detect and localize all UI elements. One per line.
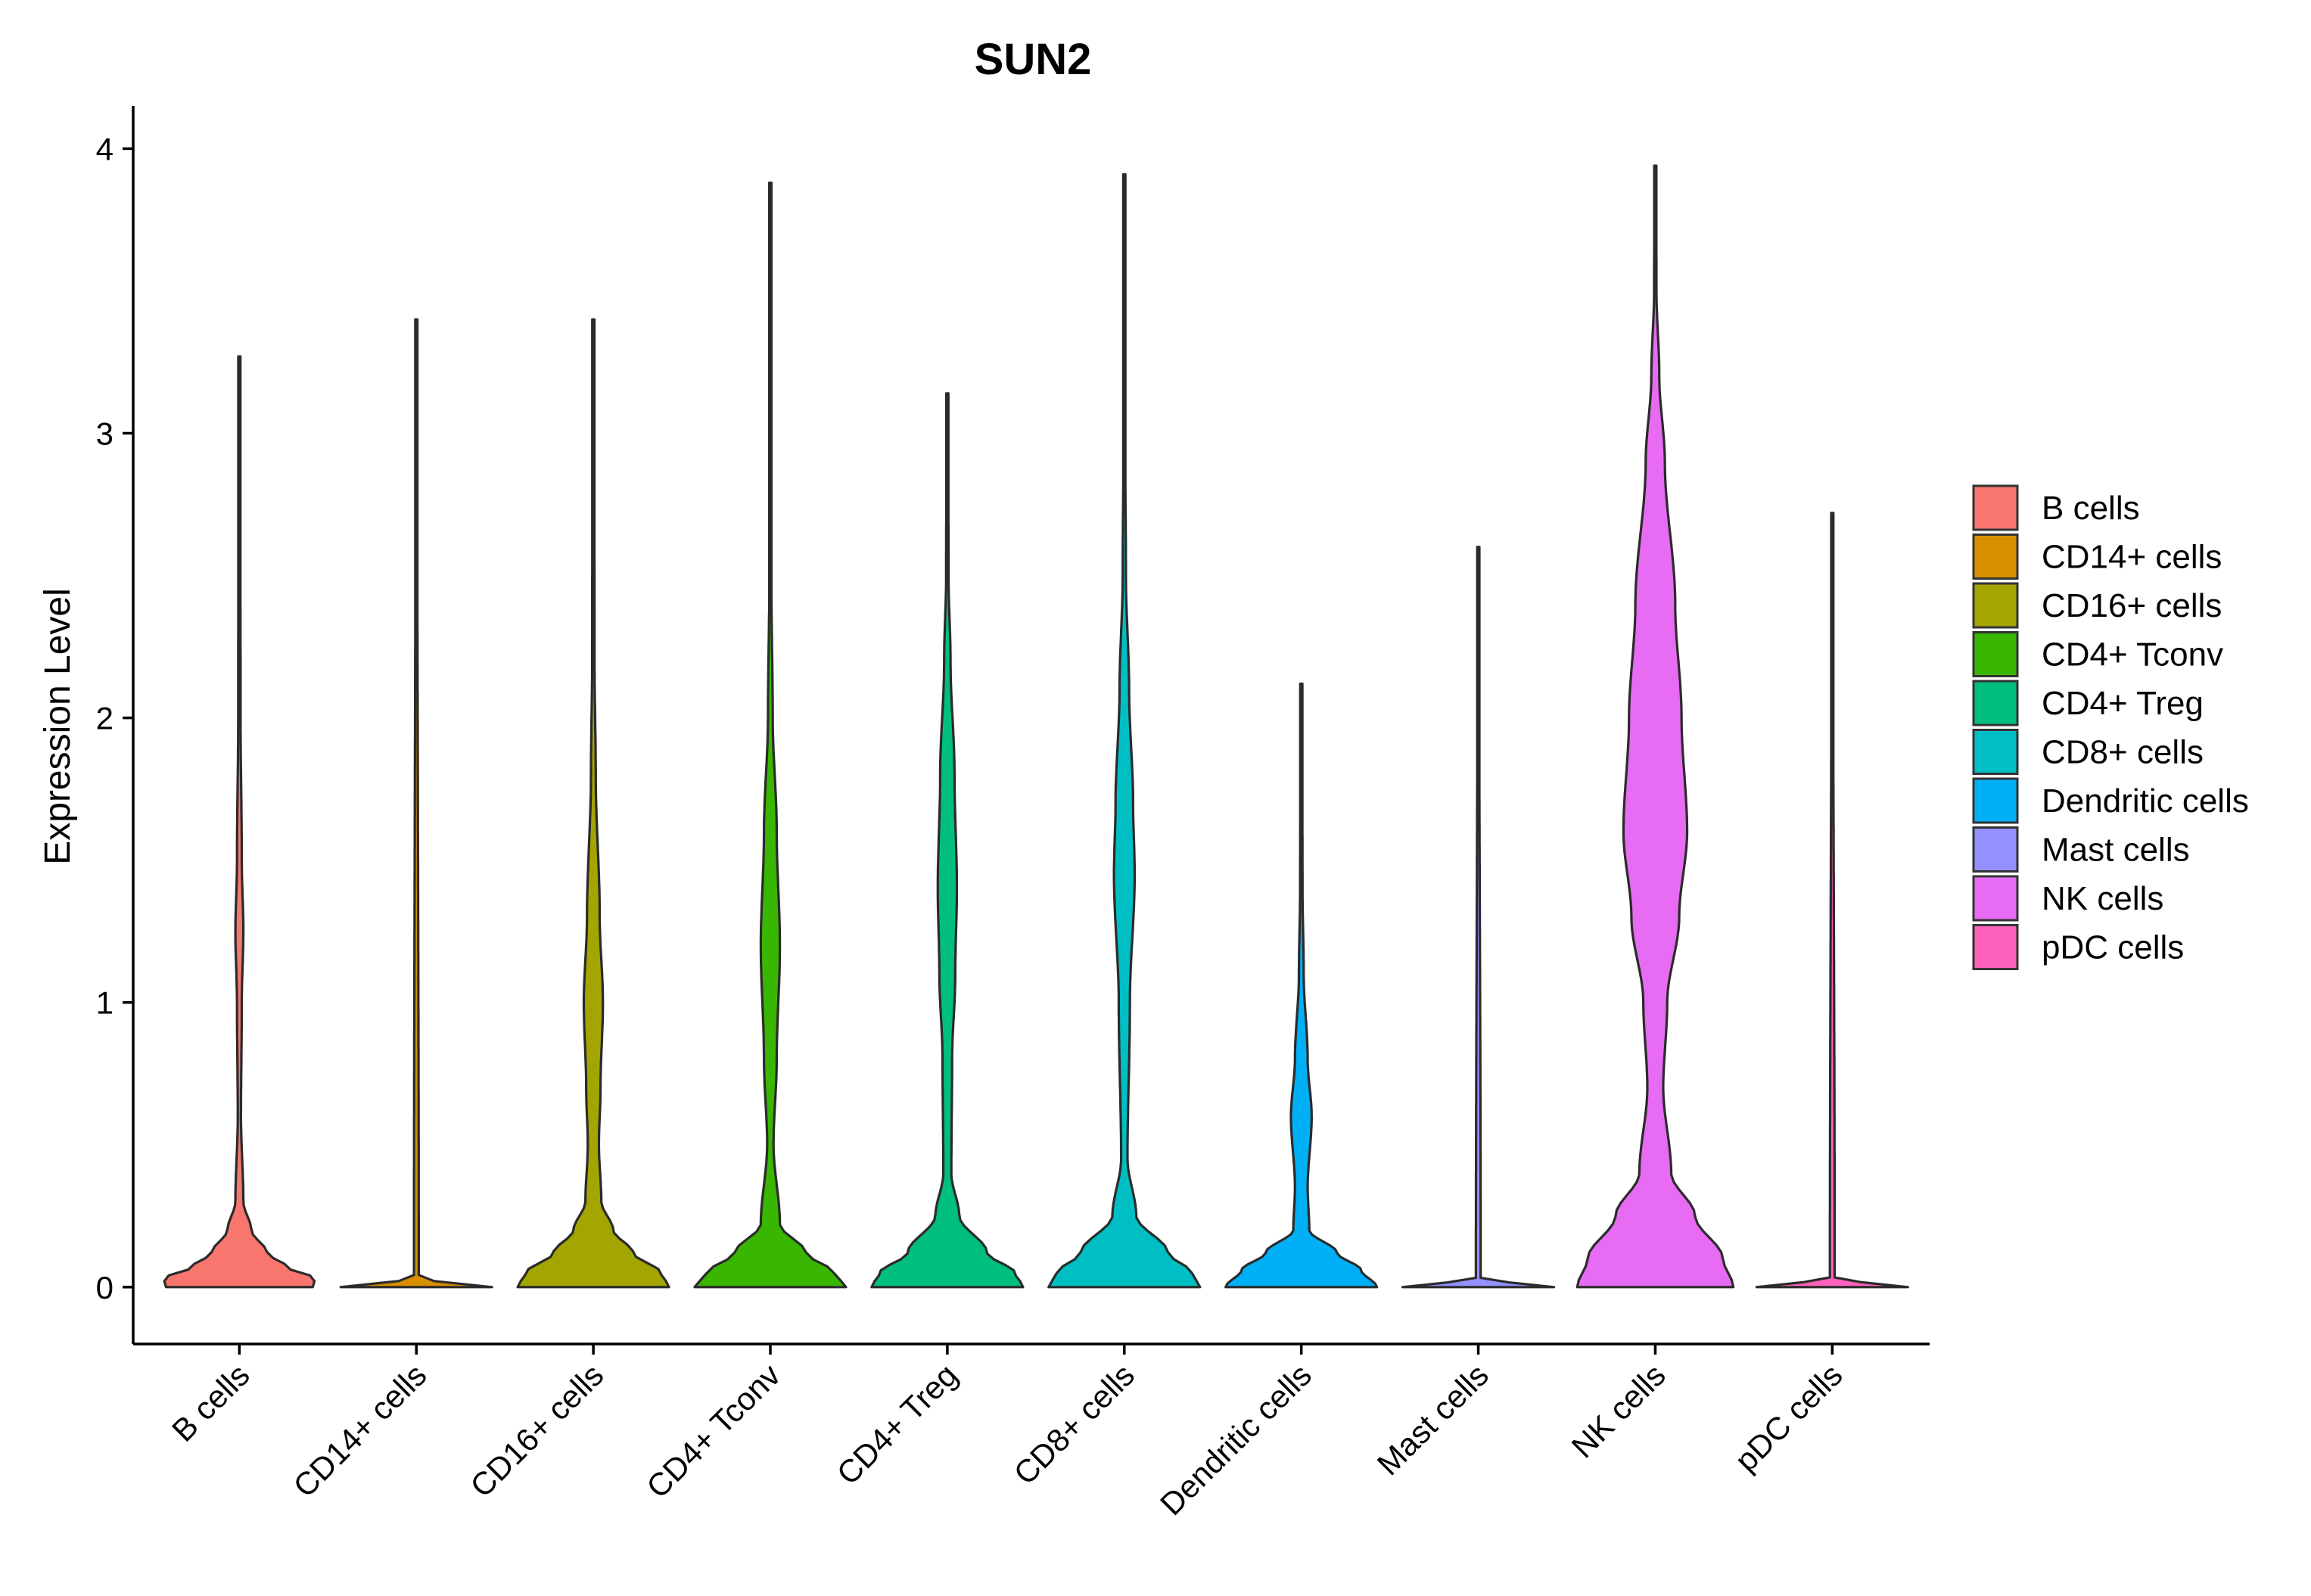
legend-swatch bbox=[1972, 777, 2019, 824]
legend-swatch bbox=[1972, 631, 2019, 677]
y-tick-label: 1 bbox=[96, 985, 114, 1021]
violin-cd8-cells bbox=[1047, 173, 1202, 1289]
legend-swatch bbox=[1972, 875, 2019, 922]
legend: B cells CD14+ cells CD16+ cells CD4+ Tconv C… bbox=[1972, 484, 2249, 970]
violin-mast-cells bbox=[1401, 546, 1556, 1289]
violin-group bbox=[163, 164, 1909, 1289]
legend-swatch bbox=[1972, 582, 2019, 629]
legend-label: B cells bbox=[2042, 490, 2140, 527]
violin-pdc-cells bbox=[1755, 512, 1909, 1289]
violin-cd4-treg bbox=[870, 392, 1025, 1289]
legend-label: CD4+ Tconv bbox=[2042, 636, 2223, 674]
legend-swatch bbox=[1972, 484, 2019, 531]
legend-swatch bbox=[1972, 826, 2019, 873]
y-tick-label: 4 bbox=[96, 131, 114, 166]
violin-cd16-cells bbox=[516, 318, 670, 1289]
violin-dendritic-cells bbox=[1224, 682, 1379, 1289]
legend-swatch bbox=[1972, 534, 2019, 580]
legend-label: NK cells bbox=[2042, 880, 2163, 917]
y-tick-label: 2 bbox=[96, 701, 114, 736]
legend-swatch bbox=[1972, 680, 2019, 726]
y-axis-label: Expression Level bbox=[38, 588, 78, 865]
violin-cd14-cells bbox=[339, 318, 493, 1289]
legend-label: CD8+ cells bbox=[2042, 734, 2204, 771]
violin-cd4-tconv bbox=[693, 181, 848, 1289]
legend-label: Mast cells bbox=[2042, 832, 2190, 869]
legend-label: Dendritic cells bbox=[2042, 782, 2249, 820]
legend-swatch bbox=[1972, 729, 2019, 775]
violin-nk-cells bbox=[1575, 164, 1735, 1289]
legend-label: pDC cells bbox=[2042, 929, 2184, 966]
legend-label: CD16+ cells bbox=[2042, 587, 2222, 624]
legend-swatch bbox=[1972, 924, 2019, 970]
legend-label: CD4+ Treg bbox=[2042, 685, 2204, 722]
y-tick-label: 3 bbox=[96, 416, 114, 452]
violin-b-cells bbox=[163, 355, 316, 1289]
legend-label: CD14+ cells bbox=[2042, 539, 2222, 576]
chart-title: SUN2 bbox=[975, 35, 1092, 84]
y-tick-label: 0 bbox=[96, 1270, 114, 1305]
